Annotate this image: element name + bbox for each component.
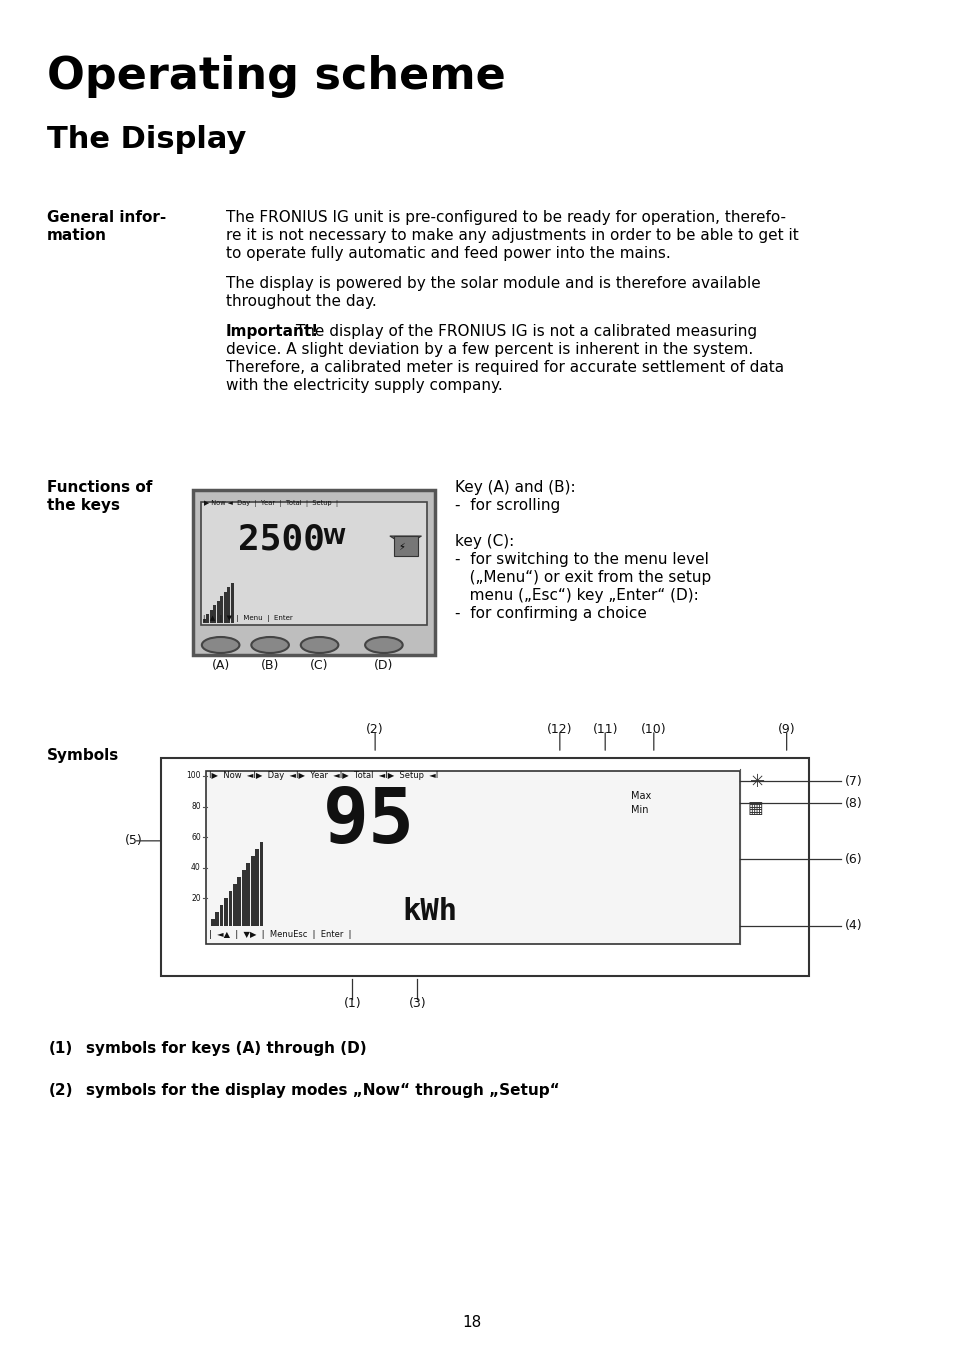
Text: re it is not necessary to make any adjustments in order to be able to get it: re it is not necessary to make any adjus… — [225, 228, 798, 243]
Text: Symbols: Symbols — [47, 748, 118, 763]
Text: (2): (2) — [366, 724, 383, 736]
Text: symbols for keys (A) through (D): symbols for keys (A) through (D) — [86, 1042, 366, 1056]
FancyBboxPatch shape — [206, 771, 740, 944]
Text: -  for switching to the menu level: - for switching to the menu level — [455, 553, 708, 567]
Text: 100: 100 — [186, 771, 201, 781]
Text: -  for scrolling: - for scrolling — [455, 499, 559, 513]
Text: (2): (2) — [49, 1084, 73, 1098]
Text: -  for confirming a choice: - for confirming a choice — [455, 607, 646, 621]
Text: Max: Max — [631, 790, 651, 801]
Text: device. A slight deviation by a few percent is inherent in the system.: device. A slight deviation by a few perc… — [225, 342, 752, 357]
Text: („Menu“) or exit from the setup: („Menu“) or exit from the setup — [455, 570, 711, 585]
Text: |  ▲  |  ▼  |  Menu  |  Enter: | ▲ | ▼ | Menu | Enter — [203, 615, 293, 621]
Text: (8): (8) — [844, 797, 862, 809]
Text: (1): (1) — [49, 1042, 72, 1056]
Text: (3): (3) — [408, 997, 426, 1011]
Text: kWh: kWh — [402, 897, 457, 925]
Bar — [229, 892, 233, 925]
Text: The display of the FRONIUS IG is not a calibrated measuring: The display of the FRONIUS IG is not a c… — [291, 324, 757, 339]
Bar — [255, 848, 259, 925]
Text: The Display: The Display — [47, 126, 246, 154]
Text: menu („Esc“) key „Enter“ (D):: menu („Esc“) key „Enter“ (D): — [455, 588, 699, 603]
Bar — [224, 898, 228, 925]
Text: with the electricity supply company.: with the electricity supply company. — [225, 378, 502, 393]
Bar — [210, 609, 213, 623]
Bar — [215, 912, 219, 925]
Text: 40: 40 — [191, 863, 201, 873]
Text: ▦: ▦ — [746, 798, 762, 817]
Text: Key (A) and (B):: Key (A) and (B): — [455, 480, 576, 494]
Ellipse shape — [300, 638, 338, 653]
Text: Important!: Important! — [225, 324, 318, 339]
Ellipse shape — [251, 638, 289, 653]
Text: ▶ Now ◄  Day  |  Year  |  Total  |  Setup  |: ▶ Now ◄ Day | Year | Total | Setup | — [204, 500, 337, 507]
Text: The FRONIUS IG unit is pre-configured to be ready for operation, therefo-: The FRONIUS IG unit is pre-configured to… — [225, 209, 784, 226]
Text: ✳: ✳ — [749, 773, 764, 790]
Bar — [242, 870, 246, 925]
Bar — [233, 884, 236, 925]
Text: (6): (6) — [844, 852, 862, 866]
Bar — [251, 857, 254, 925]
Polygon shape — [390, 536, 421, 546]
Text: (5): (5) — [125, 835, 142, 847]
Bar — [231, 582, 233, 623]
Ellipse shape — [365, 638, 402, 653]
FancyBboxPatch shape — [193, 490, 435, 655]
Bar — [206, 613, 209, 623]
Bar — [203, 619, 206, 623]
Text: (1): (1) — [343, 997, 361, 1011]
Bar — [259, 842, 263, 925]
Text: throughout the day.: throughout the day. — [225, 295, 375, 309]
Ellipse shape — [202, 638, 239, 653]
Text: Min: Min — [631, 805, 648, 815]
Text: Functions of: Functions of — [47, 480, 152, 494]
Text: W: W — [322, 528, 345, 549]
Text: ⚡: ⚡ — [397, 542, 404, 553]
Bar — [211, 919, 214, 925]
Text: (4): (4) — [844, 920, 862, 932]
Bar — [219, 905, 223, 925]
Text: (B): (B) — [261, 659, 279, 671]
Bar — [246, 863, 250, 925]
Text: Operating scheme: Operating scheme — [47, 55, 505, 99]
Text: Therefore, a calibrated meter is required for accurate settlement of data: Therefore, a calibrated meter is require… — [225, 359, 783, 376]
Text: (7): (7) — [844, 774, 862, 788]
Text: 20: 20 — [191, 894, 201, 902]
Bar — [216, 600, 219, 623]
Text: (10): (10) — [640, 724, 666, 736]
Text: to operate fully automatic and feed power into the mains.: to operate fully automatic and feed powe… — [225, 246, 670, 261]
Bar — [394, 536, 417, 557]
FancyBboxPatch shape — [161, 758, 808, 975]
Text: (12): (12) — [546, 724, 572, 736]
Text: General infor-: General infor- — [47, 209, 166, 226]
Text: (C): (C) — [310, 659, 329, 671]
Text: (D): (D) — [374, 659, 394, 671]
Text: (9): (9) — [777, 724, 795, 736]
Text: key (C):: key (C): — [455, 534, 514, 549]
Bar — [237, 877, 241, 925]
Bar — [213, 605, 216, 623]
Bar — [227, 586, 230, 623]
Text: mation: mation — [47, 228, 107, 243]
Text: 18: 18 — [462, 1315, 481, 1329]
Text: symbols for the display modes „Now“ through „Setup“: symbols for the display modes „Now“ thro… — [86, 1084, 559, 1098]
Text: I▶  Now  ◄I▶  Day  ◄I▶  Year  ◄I▶  Total  ◄I▶  Setup  ◄I: I▶ Now ◄I▶ Day ◄I▶ Year ◄I▶ Total ◄I▶ Se… — [209, 771, 437, 780]
Bar — [223, 592, 227, 623]
Text: |  ◄▲  |  ▼▶  |  MenuEsc  |  Enter  |: | ◄▲ | ▼▶ | MenuEsc | Enter | — [209, 929, 351, 939]
Text: 60: 60 — [191, 832, 201, 842]
Text: 2500: 2500 — [238, 521, 325, 557]
Text: The display is powered by the solar module and is therefore available: The display is powered by the solar modu… — [225, 276, 760, 290]
Text: 95: 95 — [323, 785, 415, 859]
Text: (A): (A) — [212, 659, 230, 671]
FancyBboxPatch shape — [201, 503, 427, 626]
Text: 80: 80 — [191, 802, 201, 811]
Text: the keys: the keys — [47, 499, 119, 513]
Bar — [220, 596, 223, 623]
Text: (11): (11) — [592, 724, 618, 736]
